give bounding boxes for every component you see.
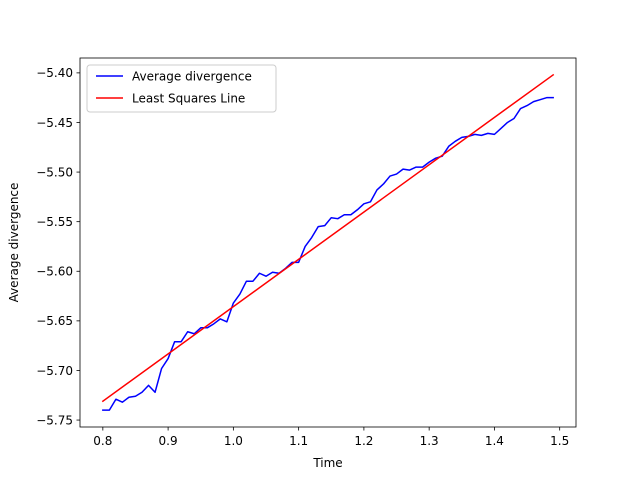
x-tick-label: 1.4 [485, 434, 504, 448]
x-axis-label: Time [312, 456, 342, 470]
legend: Average divergence Least Squares Line [86, 64, 277, 113]
x-tick-label: 1.2 [354, 434, 373, 448]
y-tick-label: −5.65 [36, 314, 73, 328]
axes-frame [79, 57, 577, 428]
x-tick-label: 1.3 [420, 434, 439, 448]
y-tick-label: −5.50 [36, 165, 73, 179]
y-tick-label: −5.60 [36, 265, 73, 279]
plot-area [101, 73, 555, 411]
y-axis-label: Average divergence [7, 183, 21, 303]
series-line-1 [101, 73, 555, 403]
x-tick-label: 1.5 [550, 434, 569, 448]
y-tick-label: −5.55 [36, 215, 73, 229]
y-tick-label: −5.40 [36, 66, 73, 80]
y-tick-label: −5.70 [36, 364, 73, 378]
axes: 0.8 0.9 1.0 1.1 1.2 1.3 1.4 1.5 −5.75 −5.70 −5.65 −… [36, 57, 577, 448]
y-tick-label: −5.45 [36, 116, 73, 130]
legend-label-0: Average divergence [132, 70, 252, 84]
y-tick-label: −5.75 [36, 413, 73, 427]
legend-label-1: Least Squares Line [132, 92, 245, 106]
series-line-0 [102, 96, 554, 411]
legend-box [86, 64, 277, 113]
x-tick-label: 1.0 [224, 434, 243, 448]
x-tick-label: 0.8 [93, 434, 112, 448]
x-tick-label: 0.9 [159, 434, 178, 448]
x-tick-label: 1.1 [289, 434, 308, 448]
